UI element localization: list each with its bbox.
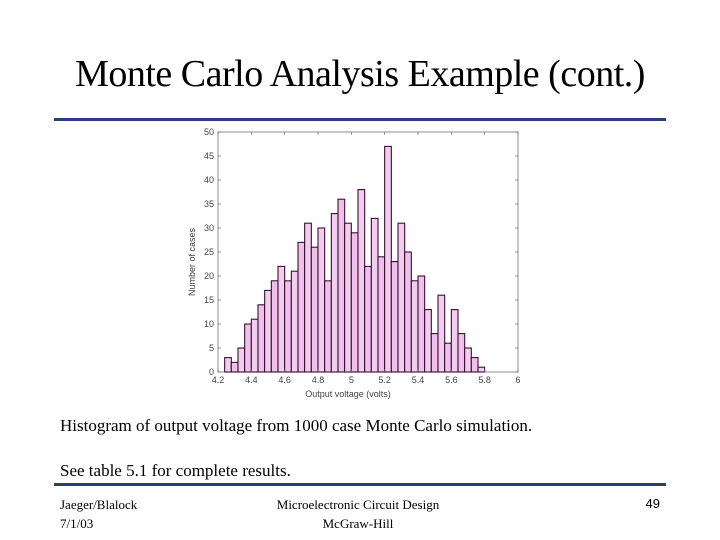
histogram-bar [297, 241, 306, 373]
histogram-bar [270, 280, 279, 373]
histogram-bar [397, 222, 406, 373]
histogram-bar [357, 189, 366, 373]
histogram-bar [310, 246, 319, 373]
histogram-bar [250, 318, 259, 373]
histogram-bar [450, 309, 459, 373]
caption-table-reference: See table 5.1 for complete results. [60, 461, 291, 480]
histogram-bar [237, 347, 246, 373]
page-number: 49 [645, 496, 660, 511]
histogram-bar [477, 366, 486, 373]
y-tick-label: 35 [204, 199, 214, 209]
y-tick-label: 30 [204, 223, 214, 233]
histogram-bar [317, 227, 326, 373]
histogram-bar [377, 256, 386, 373]
y-tick-label: 40 [204, 175, 214, 185]
histogram-bar [424, 309, 432, 373]
histogram-bar [364, 265, 372, 373]
histogram-bar [304, 222, 312, 373]
histogram-bar [370, 217, 379, 373]
y-tick-label: 0 [209, 367, 214, 377]
histogram-bar [457, 333, 466, 373]
footer-book-title: Microelectronic Circuit Design [276, 497, 440, 512]
histogram-bar [257, 304, 266, 373]
footer-divider [54, 483, 666, 486]
footer-date: 7/1/03 [60, 516, 94, 531]
footer-book: Microelectronic Circuit Design McGraw-Hi… [258, 495, 458, 533]
y-tick-label: 20 [204, 271, 214, 281]
x-tick-label: 4.8 [312, 375, 325, 385]
y-tick-label: 45 [204, 151, 214, 161]
histogram-bar [224, 357, 232, 373]
histogram-bar [277, 265, 286, 373]
x-axis-label: Output voltage (volts) [305, 389, 391, 399]
histogram-bar [417, 275, 426, 373]
y-tick-label: 15 [204, 295, 214, 305]
x-tick-label: 5 [349, 375, 354, 385]
footer-publisher: McGraw-Hill [322, 516, 394, 531]
caption-histogram: Histogram of output voltage from 1000 ca… [60, 416, 533, 435]
x-tick-label: 4.2 [212, 375, 225, 385]
histogram-bar [430, 333, 439, 373]
histogram-bar [390, 261, 399, 373]
histogram-bar [330, 213, 339, 373]
title-divider [54, 118, 666, 121]
y-tick-label: 25 [204, 247, 214, 257]
histogram-bar [464, 347, 472, 373]
footer-authors: Jaeger/Blalock 7/1/03 [60, 495, 137, 533]
histogram-bar [470, 357, 479, 373]
y-tick-label: 50 [204, 127, 214, 137]
histogram-bar [384, 145, 392, 373]
histogram-bar [344, 222, 352, 373]
x-tick-label: 4.6 [278, 375, 291, 385]
y-tick-label: 5 [209, 343, 214, 353]
histogram-bar [404, 251, 412, 373]
histogram-bar [324, 280, 332, 373]
y-axis-label: Number of cases [187, 227, 197, 296]
histogram-bar [264, 289, 272, 373]
y-tick-label: 10 [204, 319, 214, 329]
histogram-bar [350, 232, 359, 373]
histogram-bar [290, 270, 299, 373]
histogram-bar [444, 342, 452, 373]
histogram-bar [410, 280, 419, 373]
slide-title: Monte Carlo Analysis Example (cont.) [75, 53, 645, 95]
histogram-bar [337, 198, 346, 373]
x-tick-label: 4.4 [245, 375, 258, 385]
x-tick-label: 5.8 [478, 375, 491, 385]
histogram-bar [437, 294, 446, 373]
histogram-bar [230, 361, 239, 373]
histogram-bar [244, 323, 252, 373]
x-tick-label: 6 [515, 375, 520, 385]
footer-author-names: Jaeger/Blalock [60, 497, 138, 512]
histogram-bar [284, 280, 292, 373]
x-tick-label: 5.4 [412, 375, 425, 385]
histogram-chart: 4.2 4.4 4.6 4.8 5 5.2 5.4 5.6 5.8 6 0 5 10 15 20 25 30 35… [187, 127, 521, 399]
x-tick-label: 5.6 [445, 375, 458, 385]
x-tick-label: 5.2 [378, 375, 391, 385]
